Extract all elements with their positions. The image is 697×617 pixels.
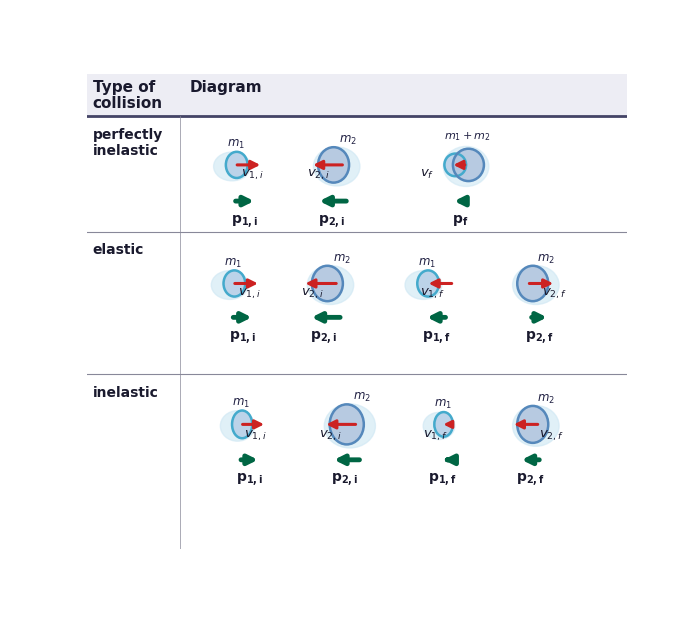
- Text: $\mathbf{p_{1,i}}$: $\mathbf{p_{1,i}}$: [229, 329, 256, 346]
- Ellipse shape: [232, 410, 252, 438]
- Ellipse shape: [213, 152, 250, 181]
- Ellipse shape: [318, 147, 349, 183]
- Text: Type of: Type of: [93, 80, 155, 95]
- Ellipse shape: [330, 404, 364, 444]
- Ellipse shape: [314, 147, 360, 186]
- Ellipse shape: [445, 154, 466, 176]
- Text: $\mathbf{p_{2,f}}$: $\mathbf{p_{2,f}}$: [525, 329, 553, 346]
- Text: $m_2$: $m_2$: [537, 253, 555, 266]
- Text: $\mathbf{p_{1,i}}$: $\mathbf{p_{1,i}}$: [231, 213, 258, 230]
- Text: $m_1$: $m_1$: [418, 257, 436, 270]
- Ellipse shape: [226, 152, 247, 178]
- Text: $v_{1,i}$: $v_{1,i}$: [238, 286, 261, 301]
- Text: perfectly
inelastic: perfectly inelastic: [93, 128, 163, 158]
- Text: $m_2$: $m_2$: [537, 393, 555, 406]
- Text: $v_{2,f}$: $v_{2,f}$: [539, 428, 564, 442]
- Ellipse shape: [224, 270, 245, 297]
- Text: $\mathbf{p_{2,i}}$: $\mathbf{p_{2,i}}$: [318, 213, 345, 230]
- Text: $\mathbf{p_{2,f}}$: $\mathbf{p_{2,f}}$: [516, 471, 545, 489]
- Text: inelastic: inelastic: [93, 386, 158, 400]
- Ellipse shape: [517, 266, 549, 301]
- Ellipse shape: [312, 266, 343, 301]
- Text: $v_{2,i}$: $v_{2,i}$: [307, 168, 330, 183]
- Text: $\mathbf{p_{1,f}}$: $\mathbf{p_{1,f}}$: [422, 329, 450, 346]
- Text: Diagram: Diagram: [190, 80, 262, 95]
- Bar: [87, 74, 627, 117]
- Text: $m_1$: $m_1$: [227, 138, 245, 151]
- Ellipse shape: [418, 270, 439, 297]
- Text: collision: collision: [93, 96, 162, 110]
- Ellipse shape: [423, 412, 454, 439]
- Text: $\mathbf{p_{2,i}}$: $\mathbf{p_{2,i}}$: [310, 329, 337, 346]
- Text: $m_1$: $m_1$: [232, 397, 250, 410]
- Text: $v_f$: $v_f$: [420, 168, 434, 181]
- Text: $\mathbf{p_{1,f}}$: $\mathbf{p_{1,f}}$: [428, 471, 457, 489]
- Text: $m_1 + m_2$: $m_1 + m_2$: [445, 131, 491, 143]
- Ellipse shape: [453, 149, 484, 181]
- Text: $v_{1,i}$: $v_{1,i}$: [240, 168, 263, 183]
- Ellipse shape: [324, 404, 376, 448]
- Text: $m_1$: $m_1$: [434, 398, 452, 412]
- Text: $v_{1,i}$: $v_{1,i}$: [245, 428, 268, 442]
- Text: $\mathbf{p_{1,i}}$: $\mathbf{p_{1,i}}$: [236, 471, 263, 489]
- Ellipse shape: [307, 265, 353, 305]
- Ellipse shape: [405, 271, 442, 299]
- Text: $m_1$: $m_1$: [224, 257, 243, 270]
- Ellipse shape: [512, 405, 559, 446]
- Ellipse shape: [443, 146, 489, 186]
- Ellipse shape: [517, 406, 549, 443]
- Text: elastic: elastic: [93, 244, 144, 257]
- Ellipse shape: [211, 271, 248, 299]
- Ellipse shape: [220, 411, 254, 441]
- Ellipse shape: [512, 265, 559, 305]
- Ellipse shape: [434, 412, 453, 437]
- Text: $\mathbf{p_f}$: $\mathbf{p_f}$: [452, 213, 468, 228]
- Text: $v_{2,i}$: $v_{2,i}$: [319, 428, 342, 442]
- Text: $\mathbf{p_{2,i}}$: $\mathbf{p_{2,i}}$: [331, 471, 358, 489]
- Text: $v_{2,f}$: $v_{2,f}$: [542, 286, 567, 301]
- Text: $m_2$: $m_2$: [353, 391, 371, 404]
- Text: $v_{1,f}$: $v_{1,f}$: [424, 428, 448, 442]
- Text: $v_{2,i}$: $v_{2,i}$: [301, 286, 324, 301]
- Text: $v_{1,f}$: $v_{1,f}$: [420, 286, 445, 301]
- Text: $m_2$: $m_2$: [339, 134, 357, 147]
- Text: $m_2$: $m_2$: [332, 253, 351, 266]
